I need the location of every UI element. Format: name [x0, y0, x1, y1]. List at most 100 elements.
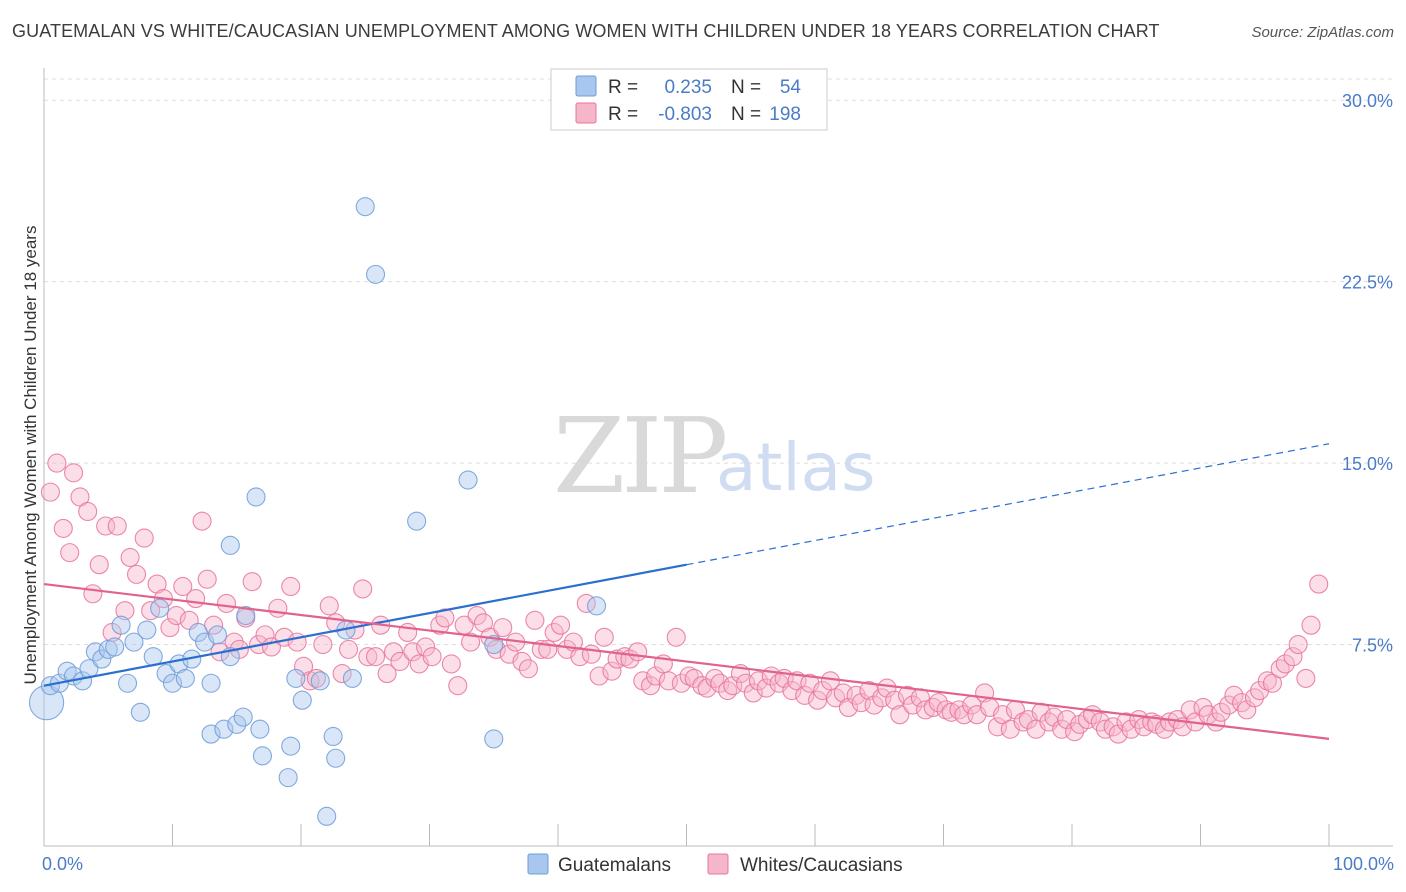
- data-point-pink: [743, 683, 763, 703]
- data-point-pink: [281, 576, 301, 597]
- data-point-pink: [53, 518, 73, 538]
- legend-swatch-whites: [707, 853, 729, 875]
- data-point-blue: [355, 197, 375, 217]
- data-point-blue: [458, 470, 478, 490]
- y-tick-label: 22.5%: [1342, 273, 1393, 293]
- data-point-blue: [105, 637, 125, 657]
- data-point-pink: [756, 678, 776, 698]
- legend-swatch-pink: [575, 102, 597, 124]
- data-point-blue: [484, 634, 504, 655]
- data-point-pink: [838, 697, 858, 718]
- watermark-zip: ZIP: [553, 395, 725, 517]
- data-point-pink: [594, 627, 614, 647]
- data-point-pink: [403, 642, 423, 662]
- legend-n-label-pink: N =: [731, 104, 761, 125]
- data-point-pink: [461, 632, 481, 652]
- data-point-pink: [160, 618, 180, 638]
- data-point-pink: [864, 695, 884, 715]
- data-point-pink: [441, 654, 461, 674]
- data-point-pink: [551, 615, 571, 635]
- data-point-pink: [697, 678, 717, 698]
- watermark: ZIP atlas: [553, 395, 876, 517]
- data-point-blue: [214, 719, 234, 739]
- data-point-pink: [416, 637, 436, 657]
- trend-line-pink: [43, 582, 1330, 740]
- data-point-pink: [1211, 702, 1231, 722]
- trend-lines: [43, 443, 1330, 740]
- data-point-pink: [120, 547, 140, 568]
- data-point-blue: [130, 702, 150, 722]
- data-point-pink: [365, 647, 386, 667]
- data-point-blue: [252, 746, 273, 766]
- y-tick-label: 30.0%: [1342, 91, 1393, 111]
- data-point-pink: [166, 605, 186, 626]
- data-point-blue: [175, 668, 195, 688]
- data-point-blue: [365, 264, 386, 284]
- data-point-pink: [64, 463, 84, 483]
- legend-label-whites: Whites/Caucasians: [740, 855, 903, 876]
- y-tick-labels: 7.5% 15.0% 22.5% 30.0%: [1342, 91, 1393, 655]
- data-point-pink: [679, 666, 699, 686]
- data-point-pink: [96, 516, 116, 536]
- data-point-blue: [278, 768, 298, 788]
- data-point-blue: [111, 615, 131, 635]
- data-point-pink: [1095, 719, 1115, 739]
- x-tick-labels: 0.0% 100.0%: [42, 854, 1394, 874]
- data-point-pink: [512, 651, 532, 672]
- data-point-blue: [323, 726, 343, 747]
- data-point-pink: [422, 647, 442, 667]
- x-tick-label-min: 0.0%: [42, 854, 83, 874]
- data-point-pink: [748, 671, 769, 691]
- data-point-pink: [216, 593, 237, 613]
- data-point-pink: [640, 676, 661, 696]
- data-point-blue: [326, 748, 346, 768]
- data-point-pink: [78, 501, 98, 522]
- legend-r-label-blue: R =: [608, 77, 638, 98]
- data-point-pink: [602, 661, 622, 681]
- legend-series: Guatemalans Whites/Caucasians: [527, 853, 903, 876]
- legend-label-guatemalans: Guatemalans: [558, 855, 671, 876]
- data-point-blue: [310, 671, 330, 691]
- legend-box-frame: [550, 68, 828, 131]
- data-point-blue: [117, 673, 138, 693]
- data-point-blue: [342, 668, 362, 688]
- data-point-pink: [47, 453, 67, 473]
- data-point-pink: [192, 511, 212, 531]
- legend-swatch-blue: [575, 75, 597, 97]
- data-point-blue: [201, 724, 221, 744]
- data-point-pink: [1309, 574, 1329, 594]
- data-point-pink: [1296, 668, 1316, 688]
- data-point-pink: [332, 664, 352, 684]
- data-point-pink: [242, 572, 262, 592]
- data-point-pink: [338, 639, 359, 659]
- data-point-pink: [1108, 724, 1128, 744]
- data-point-pink: [877, 678, 897, 698]
- data-point-blue: [150, 598, 170, 618]
- data-point-blue: [286, 668, 306, 688]
- data-point-pink: [107, 516, 127, 536]
- grid-layer: [44, 78, 1393, 646]
- source-label: Source: ZipAtlas.com: [1251, 24, 1394, 41]
- data-point-pink: [1057, 709, 1077, 730]
- data-point-pink: [518, 659, 538, 679]
- data-point-pink: [1224, 685, 1244, 705]
- trend-line-blue: [43, 563, 687, 687]
- data-point-pink: [40, 482, 60, 502]
- data-point-pink: [126, 564, 147, 584]
- data-point-blue: [407, 511, 427, 531]
- data-point-blue: [124, 632, 144, 652]
- data-point-blue: [317, 806, 337, 826]
- legend-n-label-blue: N =: [731, 77, 761, 98]
- data-point-blue: [92, 649, 112, 669]
- data-point-pink: [493, 618, 513, 638]
- data-point-pink: [544, 622, 564, 643]
- data-point-pink: [313, 634, 333, 655]
- legend-r-label-pink: R =: [608, 104, 638, 125]
- data-point-pink: [646, 666, 666, 686]
- data-point-pink: [581, 644, 601, 664]
- data-point-pink: [89, 555, 109, 575]
- data-point-pink: [684, 668, 704, 688]
- data-point-pink: [1288, 634, 1308, 655]
- data-point-blue: [137, 620, 157, 640]
- data-point-pink: [268, 598, 288, 618]
